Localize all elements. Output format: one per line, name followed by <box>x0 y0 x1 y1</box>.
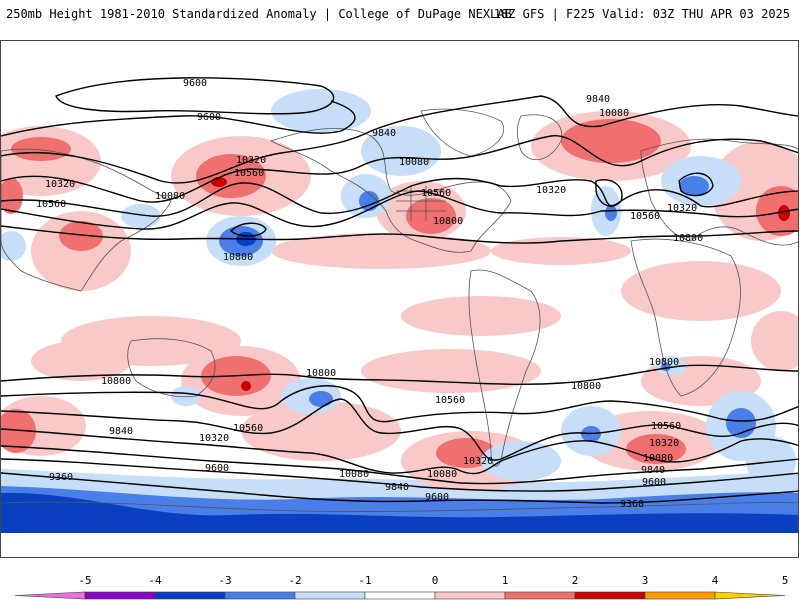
colorbar: -5 -4 -3 -2 -1 0 1 2 3 4 5 <box>0 570 800 600</box>
colorbar-swatches <box>14 591 786 600</box>
contour-label: 9600 <box>197 112 221 123</box>
contour-10080-south <box>1 428 798 475</box>
contour-label: 10320 <box>463 456 493 467</box>
colorbar-tick-label: 1 <box>502 574 509 587</box>
colorbar-swatch <box>224 591 296 600</box>
contour-10800-south <box>1 364 798 385</box>
colorbar-swatch <box>84 591 156 600</box>
contour-9600-north <box>1 100 356 137</box>
contour-10800-north <box>1 225 798 244</box>
contour-9600-north-loop <box>55 77 335 115</box>
contour-loop-atlantic <box>595 179 623 207</box>
colorbar-graphic: -5 -4 -3 -2 -1 0 1 2 3 4 5 <box>14 574 788 600</box>
contour-label: 10320 <box>236 155 266 166</box>
colorbar-tick-label: -3 <box>218 574 231 587</box>
contour-label: 10320 <box>199 433 229 444</box>
contour-label: 10560 <box>36 199 66 210</box>
contour-label: 10560 <box>421 188 451 199</box>
contour-label-group: 9600 9600 9840 9840 10080 10080 10320 10… <box>36 78 703 510</box>
colorbar-swatch <box>714 591 786 600</box>
contour-label: 9360 <box>49 472 73 483</box>
contour-label: 10800 <box>571 381 601 392</box>
contour-label: 10800 <box>223 252 253 263</box>
contour-label: 10800 <box>433 216 463 227</box>
colorbar-swatch <box>154 591 226 600</box>
contour-label: 10080 <box>399 157 429 168</box>
colorbar-swatch <box>574 591 646 600</box>
contour-label: 9600 <box>642 477 666 488</box>
contour-label: 10320 <box>45 179 75 190</box>
contour-loop-pacific-low <box>229 222 267 237</box>
contour-label: 10800 <box>101 376 131 387</box>
contour-label: 9840 <box>641 465 665 476</box>
contour-loop-europe <box>678 172 714 197</box>
anomaly-map: 9600 9600 9840 9840 10080 10080 10320 10… <box>1 77 798 557</box>
colorbar-swatch <box>644 591 716 600</box>
contour-10560-south <box>1 385 798 423</box>
colorbar-tick-label: 3 <box>642 574 649 587</box>
contour-label: 10560 <box>651 421 681 432</box>
colorbar-swatch <box>364 591 436 600</box>
colorbar-tick-label: -4 <box>148 574 162 587</box>
contour-label: 10560 <box>234 168 264 179</box>
contour-label: 9840 <box>372 128 396 139</box>
colorbar-swatch <box>294 591 366 600</box>
height-contours <box>1 77 798 504</box>
map-title: 250mb Height 1981-2010 Standardized Anom… <box>6 7 512 21</box>
colorbar-swatch <box>504 591 576 600</box>
contour-9840-south <box>1 445 798 485</box>
contour-label: 9600 <box>425 492 449 503</box>
contour-10560-north <box>1 190 798 230</box>
contour-label: 9600 <box>205 463 229 474</box>
contour-label: 10560 <box>630 211 660 222</box>
run-info: 18Z GFS | F225 Valid: 03Z THU APR 03 202… <box>493 7 790 21</box>
contour-label: 10320 <box>667 203 697 214</box>
contour-label: 10560 <box>435 395 465 406</box>
contour-label: 10320 <box>649 438 679 449</box>
contour-label: 10800 <box>306 368 336 379</box>
colorbar-tick-label: -2 <box>288 574 301 587</box>
colorbar-ticks: -5 -4 -3 -2 -1 0 1 2 3 4 5 <box>78 574 788 587</box>
southern-polar-anomaly-strong <box>1 492 798 533</box>
contour-label: 10800 <box>673 233 703 244</box>
contour-10320-south <box>1 398 798 461</box>
contour-label: 9840 <box>586 94 610 105</box>
colorbar-tick-label: 5 <box>782 574 789 587</box>
contour-9600-south <box>1 458 798 492</box>
colorbar-swatch <box>434 591 506 600</box>
colorbar-tick-label: 4 <box>712 574 719 587</box>
contour-label: 10560 <box>233 423 263 434</box>
contour-label: 10080 <box>599 108 629 119</box>
contour-label: 9360 <box>620 499 644 510</box>
contour-label: 9600 <box>183 78 207 89</box>
contour-9840-north <box>1 95 798 184</box>
contour-label: 10080 <box>643 453 673 464</box>
colorbar-swatch <box>14 591 86 600</box>
contour-label: 9840 <box>109 426 133 437</box>
contour-label: 10800 <box>649 357 679 368</box>
map-panel: 9600 9600 9840 9840 10080 10080 10320 10… <box>0 40 799 558</box>
contour-label: 10080 <box>427 469 457 480</box>
contour-10320-north <box>1 177 798 217</box>
contour-label: 10080 <box>155 191 185 202</box>
contour-label: 10080 <box>339 469 369 480</box>
polar-blank-strip <box>1 533 798 557</box>
colorbar-tick-label: -5 <box>78 574 91 587</box>
header-bar: 250mb Height 1981-2010 Standardized Anom… <box>0 0 800 40</box>
contour-label: 9840 <box>385 482 409 493</box>
contour-label: 10320 <box>536 185 566 196</box>
colorbar-tick-label: 0 <box>432 574 439 587</box>
contour-9360-south <box>1 472 798 504</box>
contour-10080-north <box>1 135 798 203</box>
colorbar-tick-label: -1 <box>358 574 371 587</box>
colorbar-tick-label: 2 <box>572 574 579 587</box>
